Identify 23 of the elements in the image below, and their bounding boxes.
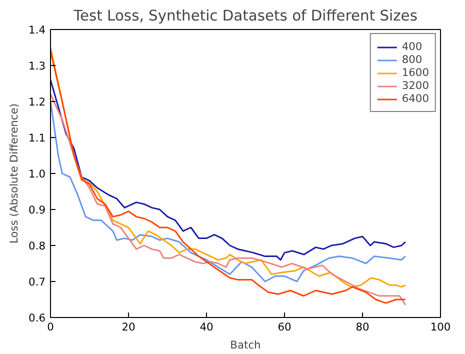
y-tick-label: 1.0 bbox=[28, 168, 46, 180]
legend-label: 6400 bbox=[402, 92, 429, 105]
y-tick-label: 1.3 bbox=[28, 60, 46, 72]
x-tick-label: 100 bbox=[430, 320, 451, 334]
x-axis-title: Batch bbox=[230, 338, 261, 352]
y-tick-label: 0.6 bbox=[28, 312, 46, 324]
y-tick-label: 1.1 bbox=[28, 132, 46, 144]
legend-label: 800 bbox=[402, 53, 422, 66]
y-tick-label: 0.8 bbox=[28, 240, 46, 252]
x-tick-label: 80 bbox=[356, 320, 370, 334]
chart-title: Test Loss, Synthetic Datasets of Different Sizes bbox=[72, 8, 418, 24]
legend-label: 1600 bbox=[402, 66, 429, 79]
y-tick-label: 1.2 bbox=[28, 96, 46, 108]
y-tick-label: 1.4 bbox=[28, 24, 46, 36]
x-tick-label: 20 bbox=[122, 320, 136, 334]
legend-label: 3200 bbox=[402, 79, 429, 92]
y-tick-label: 0.7 bbox=[28, 276, 46, 288]
y-tick-label: 0.9 bbox=[28, 204, 46, 216]
x-tick-label: 60 bbox=[278, 320, 292, 334]
legend-label: 400 bbox=[402, 40, 422, 53]
y-axis-title: Loss (Absolute Difference) bbox=[8, 104, 21, 244]
x-tick-label: 40 bbox=[200, 320, 214, 334]
x-tick-label: 0 bbox=[47, 320, 54, 334]
